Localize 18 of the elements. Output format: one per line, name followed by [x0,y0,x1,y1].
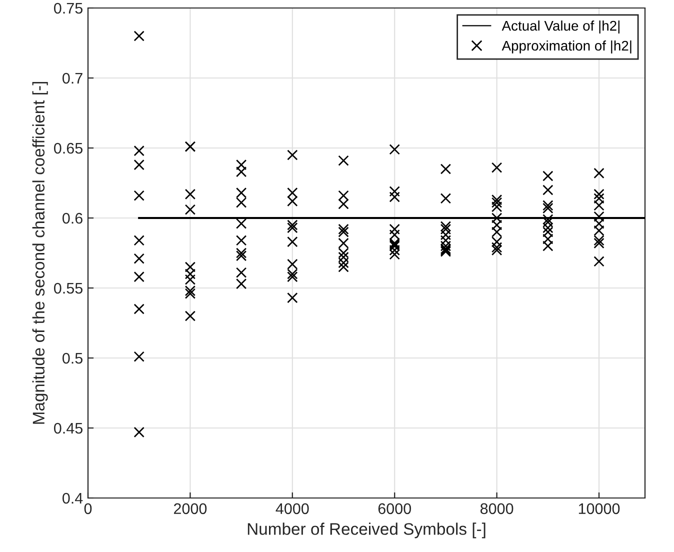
x-tick-label: 2000 [174,503,207,514]
x-axis-title: Number of Received Symbols [-] [248,522,486,538]
y-tick-label: 0.5 [62,352,82,364]
y-tick-label: 0.6 [62,212,82,224]
x-tick-label: 4000 [276,503,309,514]
x-tick-label: 6000 [378,503,412,514]
x-tick-label: 10000 [578,503,620,514]
y-tick-label: 0.55 [54,282,82,294]
legend-label: Actual Value of |h2| [502,20,620,34]
y-tick-label: 0.4 [62,492,83,504]
y-tick-label: 0.7 [62,72,82,84]
x-tick-label: 8000 [480,503,514,514]
y-tick-label: 0.75 [54,2,82,14]
x-tick-label: 0 [84,503,92,514]
legend-label: Approximation of |h2| [502,40,632,54]
y-tick-label: 0.65 [54,142,82,154]
y-axis-title: Magnitude of the second channel coefficient [-] [32,82,48,424]
y-tick-label: 0.45 [54,422,82,434]
